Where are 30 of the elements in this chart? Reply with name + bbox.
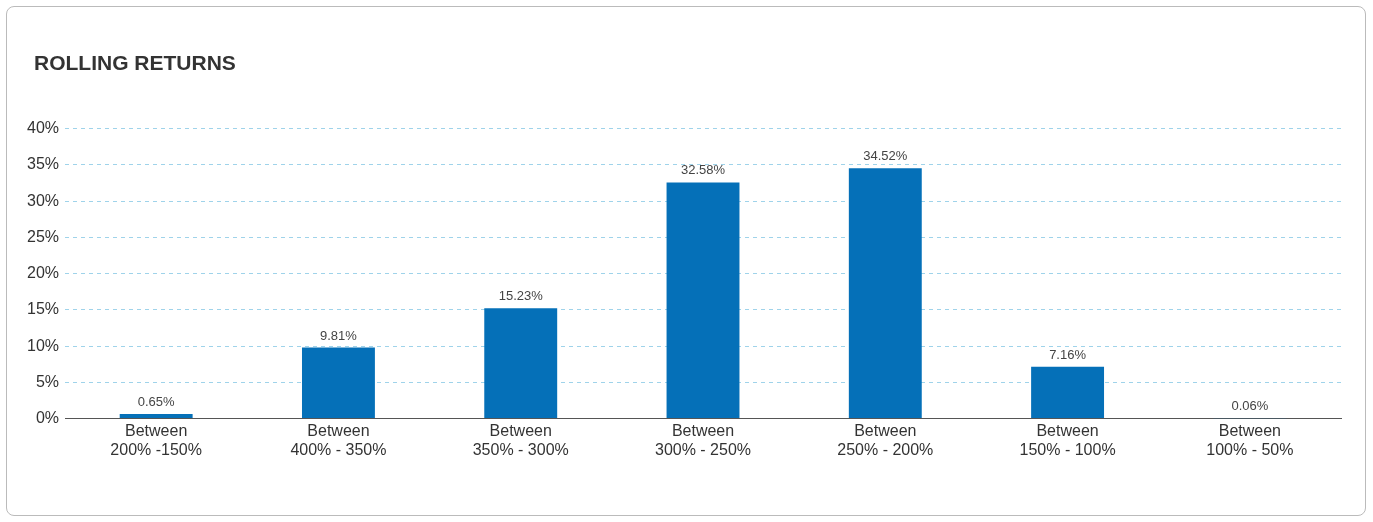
- x-tick-label: Between 200% -150%: [110, 421, 202, 458]
- y-tick-label: 10%: [26, 336, 60, 354]
- data-label: 9.81%: [320, 327, 358, 343]
- bar: [666, 182, 740, 419]
- bar: [1031, 366, 1105, 419]
- bar: [301, 347, 375, 419]
- x-tick-label: Between 300% - 250%: [654, 421, 752, 458]
- bar: [848, 168, 922, 419]
- y-tick-label: 35%: [26, 155, 60, 173]
- data-label: 15.23%: [498, 288, 544, 304]
- x-tick-label: Between 400% - 350%: [290, 421, 387, 458]
- chart-title: ROLLING RETURNS: [34, 51, 236, 75]
- data-label: 7.16%: [1049, 346, 1087, 362]
- y-tick-label: 5%: [35, 372, 60, 390]
- data-label: 32.58%: [680, 162, 726, 178]
- x-tick-label: Between 150% - 100%: [1019, 421, 1116, 458]
- data-label: 0.65%: [137, 393, 176, 409]
- y-tick-label: 15%: [26, 300, 60, 318]
- x-tick-label: Between 250% - 200%: [837, 421, 934, 458]
- y-tick-label: 0%: [35, 409, 60, 427]
- y-tick-label: 40%: [26, 119, 60, 137]
- data-label: 0.06%: [1231, 398, 1269, 414]
- data-label: 34.52%: [863, 148, 908, 164]
- y-tick-label: 20%: [26, 264, 60, 282]
- y-tick-label: 25%: [26, 227, 60, 245]
- y-tick-label: 30%: [26, 191, 60, 209]
- bar: [119, 413, 193, 419]
- x-tick-label: Between 100% - 50%: [1206, 421, 1294, 458]
- bar: [484, 308, 558, 419]
- x-tick-label: Between 350% - 300%: [472, 421, 569, 458]
